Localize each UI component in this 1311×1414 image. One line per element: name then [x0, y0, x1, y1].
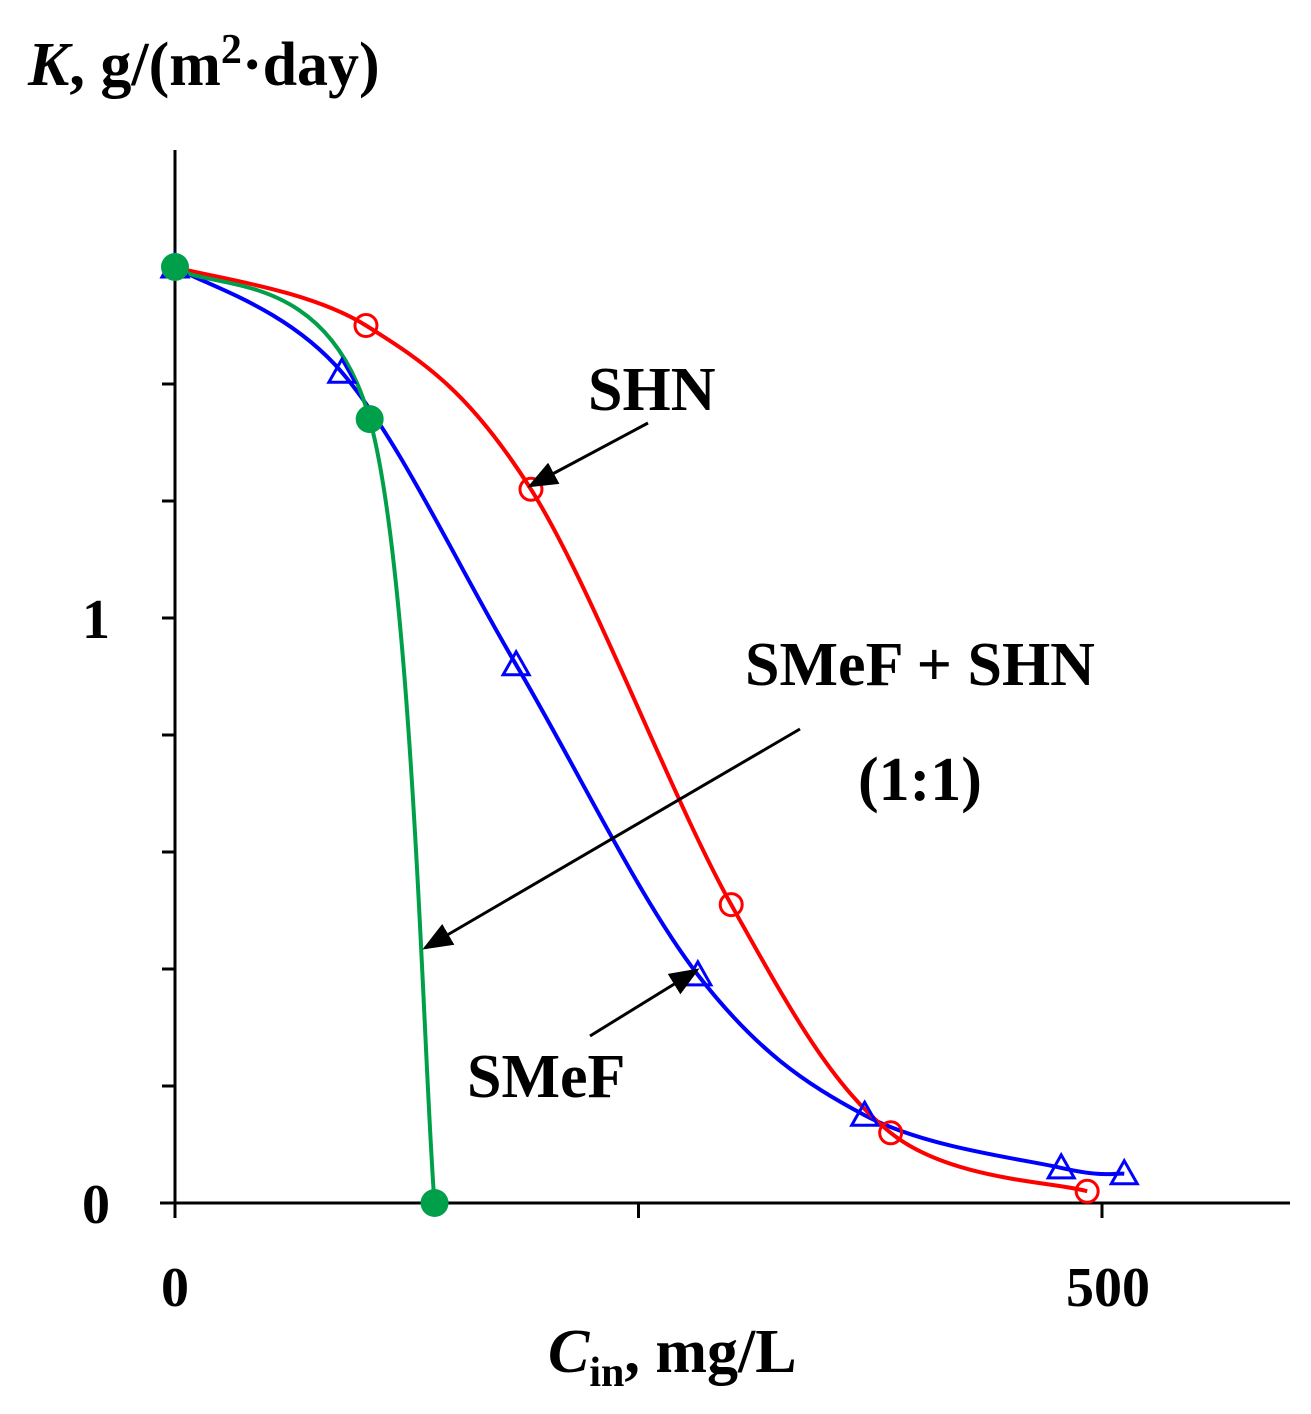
point-smef: [326, 356, 358, 384]
y-tick-label: 1: [82, 589, 110, 651]
series-lines: [173, 265, 1125, 1204]
x-tick-label: 500: [1066, 1257, 1150, 1319]
point-smef: [1045, 1151, 1077, 1180]
point-smef-shn-1-1: [420, 1189, 449, 1217]
x-tick-label: 0: [161, 1257, 189, 1319]
series-line-smef: [173, 265, 1125, 1177]
annotation-mix-line1: SMeF + SHN: [745, 631, 1095, 699]
annotation-shn: SHN: [588, 356, 715, 424]
shn-arrow: [527, 421, 649, 488]
smef-arrow: [589, 968, 700, 1038]
point-smef-shn-1-1: [161, 253, 189, 281]
y-axis-label: K, g/(m2·day): [27, 27, 380, 99]
point-smef: [500, 648, 532, 677]
mix-arrow: [422, 727, 801, 950]
point-shn: [878, 1120, 904, 1146]
point-shn: [1074, 1178, 1100, 1204]
point-shn: [353, 313, 379, 338]
series-line-smef-shn-1-1: [173, 265, 437, 1204]
annotation-smef: SMeF: [467, 1043, 625, 1111]
point-smef: [849, 1099, 881, 1127]
x-axis-label: Cin, mg/L: [548, 1318, 797, 1396]
point-smef: [1108, 1157, 1140, 1186]
ticks: [162, 382, 1104, 1218]
y-tick-label: 0: [82, 1174, 110, 1236]
tick-labels: 0 1 0 500: [82, 589, 1150, 1319]
point-shn: [718, 892, 744, 918]
annotation-mix-line2: (1:1): [858, 746, 982, 814]
series-line-shn: [174, 265, 1088, 1194]
point-smef-shn-1-1: [355, 405, 384, 434]
